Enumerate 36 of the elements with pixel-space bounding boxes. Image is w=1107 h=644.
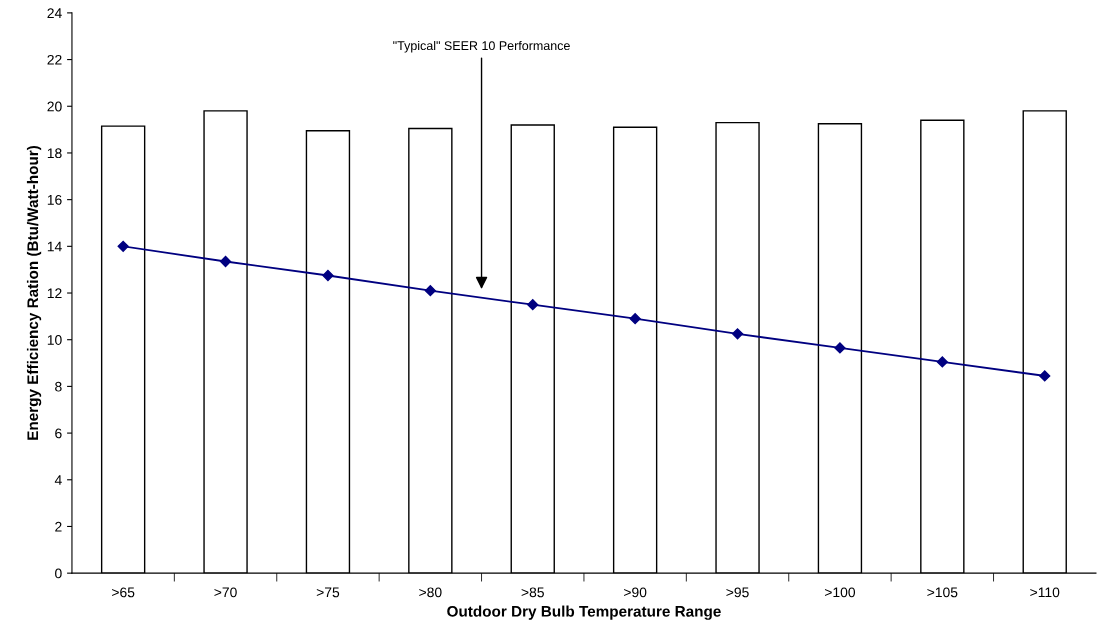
point: [424, 285, 436, 297]
x-tick-label: >110: [1030, 587, 1060, 598]
point: [117, 240, 129, 252]
y-axis-title: Energy Efficiency Ration (Btu/Watt-hour): [26, 145, 42, 440]
y-tick-label: 4: [54, 475, 62, 485]
y-tick-label: 20: [47, 101, 62, 112]
point: [219, 255, 232, 268]
x-tick-label: >100: [824, 587, 856, 598]
x-tick-label: >85: [521, 587, 544, 598]
point: [936, 356, 948, 368]
y-tick-label: 10: [47, 335, 62, 345]
x-tick-label: >75: [316, 587, 340, 598]
y-tick-label: 18: [47, 148, 62, 159]
y-tick-label: 8: [55, 381, 62, 392]
point: [834, 342, 846, 354]
y-tick-label: 0: [55, 568, 62, 579]
y-tick-label: 2: [55, 521, 62, 532]
x-tick-label: >80: [419, 587, 442, 598]
y-tick-label: 24: [47, 8, 62, 18]
point: [322, 269, 334, 282]
x-tick-label: >105: [927, 587, 958, 598]
y-tick-label: 16: [47, 194, 62, 205]
point: [1039, 370, 1051, 382]
y-tick-label: 14: [47, 241, 62, 252]
x-tick-label: >65: [112, 587, 135, 598]
y-tick-label: 22: [47, 54, 62, 65]
x-axis-title: Outdoor Dry Bulb Temperature Range: [447, 605, 721, 620]
point: [629, 313, 641, 325]
point: [731, 328, 744, 340]
point: [527, 299, 539, 311]
x-tick-label: >95: [726, 587, 749, 598]
x-tick-label: >70: [214, 587, 237, 598]
x-tick-label: >90: [624, 587, 647, 598]
y-tick-label: 6: [55, 428, 62, 439]
y-tick-label: 12: [47, 288, 62, 299]
annotation: "Typical" SEER 10 Performance: [393, 40, 570, 53]
